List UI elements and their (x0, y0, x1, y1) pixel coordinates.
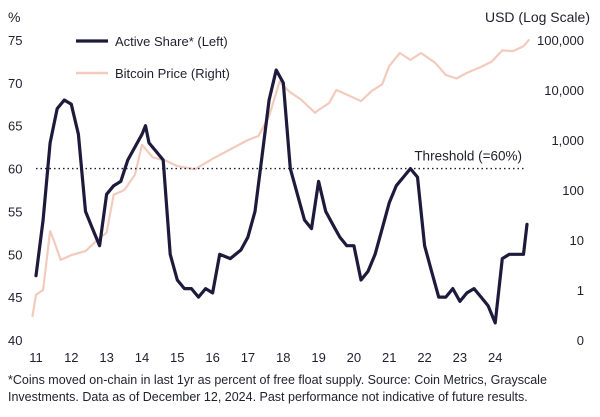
left-tick-label: 70 (8, 76, 22, 91)
x-tick-label: 19 (311, 350, 325, 365)
x-tick-label: 13 (99, 350, 113, 365)
x-axis-ticks: 11 12 13 14 15 16 17 18 19 20 21 22 23 24 (29, 350, 502, 365)
x-tick-label: 22 (417, 350, 431, 365)
right-tick-label: 100 (562, 183, 584, 198)
x-tick-label: 11 (29, 350, 43, 365)
right-tick-label: 100,000 (537, 33, 584, 48)
left-tick-label: 65 (8, 119, 22, 134)
legend-label-active-share: Active Share* (Left) (115, 34, 228, 49)
left-tick-label: 55 (8, 204, 22, 219)
x-tick-label: 20 (347, 350, 361, 365)
x-tick-label: 23 (453, 350, 467, 365)
right-axis-unit: USD (Log Scale) (485, 9, 590, 25)
right-tick-label: 1 (577, 283, 584, 298)
right-tick-label: 0 (577, 333, 584, 348)
footnote-line-2: Investments. Data as of December 12, 202… (8, 390, 528, 404)
left-tick-label: 45 (8, 290, 22, 305)
x-tick-label: 12 (64, 350, 78, 365)
right-tick-label: 1,000 (551, 133, 584, 148)
active-share-line (34, 68, 529, 325)
x-tick-label: 24 (488, 350, 502, 365)
left-tick-label: 75 (8, 33, 22, 48)
x-tick-label: 16 (205, 350, 219, 365)
right-tick-label: 10,000 (544, 83, 584, 98)
left-tick-label: 50 (8, 247, 22, 262)
x-tick-label: 14 (135, 350, 149, 365)
left-tick-label: 40 (8, 333, 22, 348)
x-tick-label: 18 (276, 350, 290, 365)
right-tick-label: 10 (570, 233, 584, 248)
footnote-line-1: *Coins moved on-chain in last 1yr as per… (8, 373, 547, 387)
threshold-label: Threshold (=60%) (414, 149, 522, 164)
legend: Active Share* (Left) Bitcoin Price (Righ… (76, 34, 230, 81)
x-tick-label: 17 (241, 350, 255, 365)
left-axis-ticks: 75 70 65 60 55 50 45 40 (8, 33, 22, 348)
bitcoin-price-line (31, 38, 530, 318)
x-tick-label: 15 (170, 350, 184, 365)
left-axis-unit: % (8, 9, 20, 25)
x-tick-label: 21 (382, 350, 396, 365)
left-tick-label: 60 (8, 162, 22, 177)
legend-label-bitcoin-price: Bitcoin Price (Right) (115, 66, 230, 81)
